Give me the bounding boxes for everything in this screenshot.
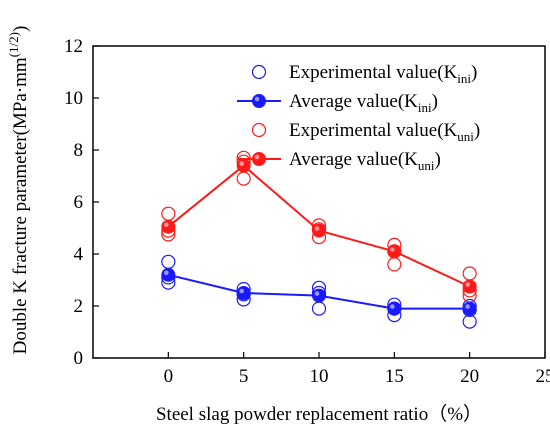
experimental-point [162,255,175,268]
legend-item: Average value(Kuni) [237,149,441,173]
legend-label-sub: uni [457,129,474,144]
average-point [162,220,175,233]
y-axis-title-close: ) [10,26,31,32]
legend-label-sub: ini [457,71,471,86]
y-tick-label: 0 [74,348,84,369]
average-point [313,289,326,302]
average-point-shine [164,271,169,276]
average-point-fill [313,289,326,302]
average-point [463,280,476,293]
legend: Experimental value(Kini)Average value(Ki… [237,62,480,173]
average-point-fill [463,302,476,315]
x-tick-label: 25 [536,366,550,387]
x-tick-label: 0 [164,366,174,387]
legend-label-close: ) [474,120,480,141]
legend-item: Experimental value(Kini) [253,62,478,86]
y-axis-title-sup: (1/2) [6,32,21,57]
average-point-fill [388,245,401,258]
legend-marker-filled-shine [255,155,260,160]
series-average-1 [162,159,476,293]
average-point-shine [315,291,320,296]
y-tick-label: 6 [74,192,84,213]
axis-ticks: 0 5 10 15 20 25 0 2 4 6 8 10 12 [64,36,550,387]
x-tick-label: 5 [239,366,249,387]
average-point-fill [237,287,250,300]
series-layer [162,151,476,328]
legend-label-text: Experimental value(K [289,120,458,141]
series-average-0 [162,268,476,315]
x-tick-label: 10 [310,366,329,387]
legend-label: Experimental value(Kini) [289,62,477,86]
average-point-fill [162,268,175,281]
average-point [388,245,401,258]
average-point-shine [390,247,395,252]
y-tick-label: 8 [74,140,84,161]
legend-label-sub: uni [418,158,435,173]
average-point-shine [390,304,395,309]
legend-marker-open [253,66,266,79]
legend-marker-filled [253,95,266,108]
average-point-fill [463,280,476,293]
average-point-shine [239,161,244,166]
y-tick-label: 4 [74,244,84,265]
y-axis-title-main: Double K fracture parameter(MPa·mm [10,57,31,354]
x-axis-title: Steel slag powder replacement ratio（%） [156,403,482,425]
average-point-shine [465,282,470,287]
average-point [388,302,401,315]
legend-label: Average value(Kini) [289,91,438,115]
average-point [237,287,250,300]
legend-item: Average value(Kini) [237,91,438,115]
y-tick-label: 10 [64,88,83,109]
average-point-shine [164,222,169,227]
y-axis-title: Double K fracture parameter(MPa·mm(1/2)) [6,26,31,355]
average-point [313,224,326,237]
x-tick-label: 15 [385,366,404,387]
legend-item: Experimental value(Kuni) [253,120,481,144]
average-point [237,159,250,172]
legend-label-close: ) [471,62,477,83]
experimental-point [313,302,326,315]
legend-marker-filled-fill [253,95,266,108]
experimental-point [463,267,476,280]
legend-marker-filled-fill [253,153,266,166]
experimental-point [463,315,476,328]
y-tick-label: 12 [64,36,83,57]
average-point-shine [239,289,244,294]
legend-marker-open [253,124,266,137]
average-point-shine [315,226,320,231]
average-point-shine [465,304,470,309]
legend-marker-filled-shine [255,97,260,102]
average-point-fill [388,302,401,315]
legend-label-text: Average value(K [289,149,418,170]
legend-label-close: ) [435,149,441,170]
legend-label-text: Experimental value(K [289,62,458,83]
legend-label-close: ) [432,91,438,112]
average-point-fill [313,224,326,237]
experimental-point [162,207,175,220]
legend-label-text: Average value(K [289,91,418,112]
experimental-point [237,172,250,185]
legend-marker-filled [253,153,266,166]
legend-label: Experimental value(Kuni) [289,120,480,144]
experimental-point [388,258,401,271]
legend-label: Average value(Kuni) [289,149,441,173]
average-point [463,302,476,315]
average-point [162,268,175,281]
x-tick-label: 20 [460,366,479,387]
legend-label-sub: ini [418,100,432,115]
average-point-fill [237,159,250,172]
average-point-fill [162,220,175,233]
y-tick-label: 2 [74,296,84,317]
